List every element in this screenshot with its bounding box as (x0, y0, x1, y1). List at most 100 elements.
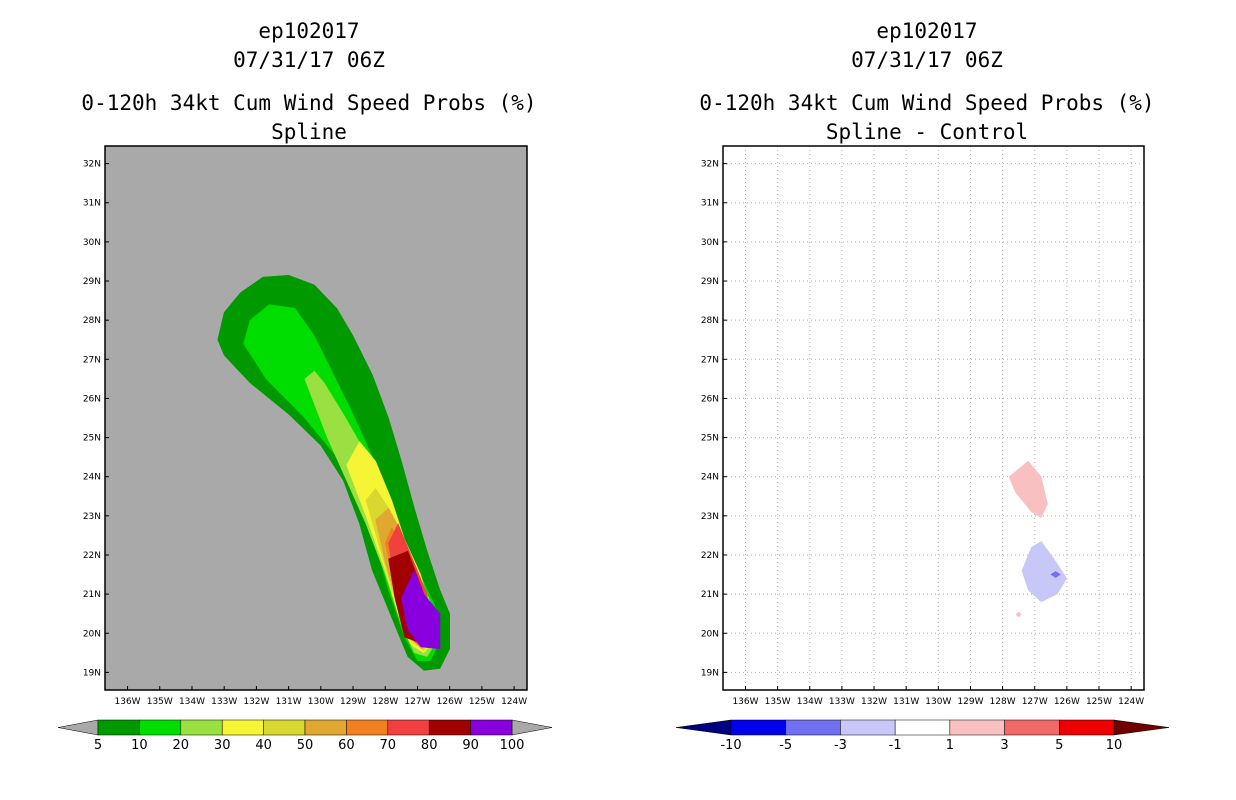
colorbar-box (785, 719, 841, 736)
x-tick-label: 125W (469, 697, 495, 707)
x-tick-label: 130W (925, 697, 951, 707)
colorbar-under-triangle (675, 719, 732, 736)
y-tick-label: 24N (83, 473, 101, 483)
y-tick-label: 22N (83, 551, 101, 561)
x-tick-label: 133W (211, 697, 237, 707)
colorbar-label: 3 (1000, 738, 1008, 753)
x-tick-label: 131W (893, 697, 919, 707)
y-tick-label: 20N (701, 629, 719, 639)
colorbar-label: -5 (779, 738, 792, 753)
y-tick-label: 25N (701, 434, 719, 444)
left-title: 0-120h 34kt Cum Wind Speed Probs (%) (81, 91, 537, 115)
y-tick-label: 28N (701, 316, 719, 326)
x-tick-label: 132W (861, 697, 887, 707)
y-tick-label: 30N (701, 238, 719, 248)
right-date: 07/31/17 06Z (851, 48, 1003, 72)
y-tick-label: 29N (701, 277, 719, 287)
colorbar-label: 10 (1106, 738, 1123, 753)
colorbar-1: 5 10 20 30 40 50 60 70 80 90 100 (57, 719, 553, 753)
colorbar-label: -10 (720, 738, 741, 753)
colorbar-label: 90 (462, 738, 479, 753)
x-tick-label: 128W (990, 697, 1016, 707)
colorbar-box (1059, 719, 1115, 736)
plot-panel-2: 136W 135W 134W 133W 132W 131W 130W 129W 128W 127W… (701, 145, 1145, 707)
x-tick-label: 134W (179, 697, 205, 707)
x-tick-label: 127W (404, 697, 430, 707)
y-tick-label: 32N (701, 160, 719, 170)
x-tick-label: 127W (1022, 697, 1048, 707)
colorbar-box (387, 719, 430, 736)
colorbar-label: 5 (1055, 738, 1063, 753)
x-tick-label: 135W (147, 697, 173, 707)
y-tick-label: 31N (701, 199, 719, 209)
x-tick-label: 126W (437, 697, 463, 707)
colorbar-label: 20 (173, 738, 190, 753)
y-tick-label: 29N (83, 277, 101, 287)
y-tick-label: 30N (83, 238, 101, 248)
colorbar-label: 30 (214, 738, 231, 753)
contour-level-1 (1008, 460, 1048, 519)
colorbar-label: 40 (255, 738, 272, 753)
colorbar-box (97, 719, 140, 736)
contour-level-neg3 (1050, 571, 1061, 579)
y-tick-label: 19N (701, 668, 719, 678)
colorbar-box (949, 719, 1005, 736)
contour-level-neg1 (1021, 540, 1068, 603)
y-tick-label: 19N (83, 668, 101, 678)
x-tick-label: 129W (957, 697, 983, 707)
x-tick-label: 124W (501, 697, 527, 707)
y-tick-label: 31N (83, 199, 101, 209)
x-tick-label: 126W (1054, 697, 1080, 707)
x-tick-label: 136W (115, 697, 141, 707)
right-storm-id: ep102017 (876, 19, 978, 43)
colorbar-box (304, 719, 347, 736)
x-tick-label: 132W (243, 697, 269, 707)
y-tick-label: 28N (83, 316, 101, 326)
y-tick-label: 27N (83, 355, 101, 365)
y-tick-label: 22N (701, 551, 719, 561)
colorbar-label: 100 (500, 738, 525, 753)
colorbar-box (263, 719, 306, 736)
colorbar-box (428, 719, 471, 736)
y-tick-label: 23N (701, 512, 719, 522)
colorbar-under-triangle (57, 719, 99, 736)
colorbar-label: -3 (834, 738, 847, 753)
colorbar-over-triangle (511, 719, 553, 736)
colorbar-label: 60 (338, 738, 355, 753)
plot-frame (722, 145, 1145, 691)
colorbar-box (730, 719, 786, 736)
plot-frame (104, 145, 528, 691)
colorbar-box (346, 719, 389, 736)
x-tick-label: 128W (372, 697, 398, 707)
y-tick-label: 20N (83, 629, 101, 639)
colorbar-box (1004, 719, 1060, 736)
colorbar-label: 50 (297, 738, 314, 753)
y-tick-label: 26N (83, 394, 101, 404)
y-tick-label: 32N (83, 160, 101, 170)
x-tick-label: 130W (308, 697, 334, 707)
colorbar-label: 70 (380, 738, 397, 753)
right-title: 0-120h 34kt Cum Wind Speed Probs (%) (699, 91, 1155, 115)
colorbar-label: 5 (94, 738, 102, 753)
y-tick-label: 26N (701, 394, 719, 404)
colorbar-box (894, 719, 951, 736)
y-tick-label: 27N (701, 355, 719, 365)
x-tick-label: 136W (732, 697, 758, 707)
x-tick-label: 129W (340, 697, 366, 707)
contour-level-1 (1015, 611, 1022, 618)
colorbar-2: -10 -5 -3 -1 1 3 5 10 (675, 719, 1170, 753)
y-tick-label: 21N (701, 590, 719, 600)
colorbar-label: 80 (421, 738, 438, 753)
colorbar-box (840, 719, 896, 736)
x-tick-label: 125W (1086, 697, 1112, 707)
left-date: 07/31/17 06Z (233, 48, 385, 72)
colorbar-label: -1 (889, 738, 902, 753)
y-tick-label: 24N (701, 473, 719, 483)
colorbar-box (470, 719, 513, 736)
y-tick-label: 25N (83, 434, 101, 444)
colorbar-box (221, 719, 264, 736)
contour-level-90 (401, 569, 441, 650)
plot-area (723, 146, 1144, 690)
colorbar-label: 1 (946, 738, 954, 753)
